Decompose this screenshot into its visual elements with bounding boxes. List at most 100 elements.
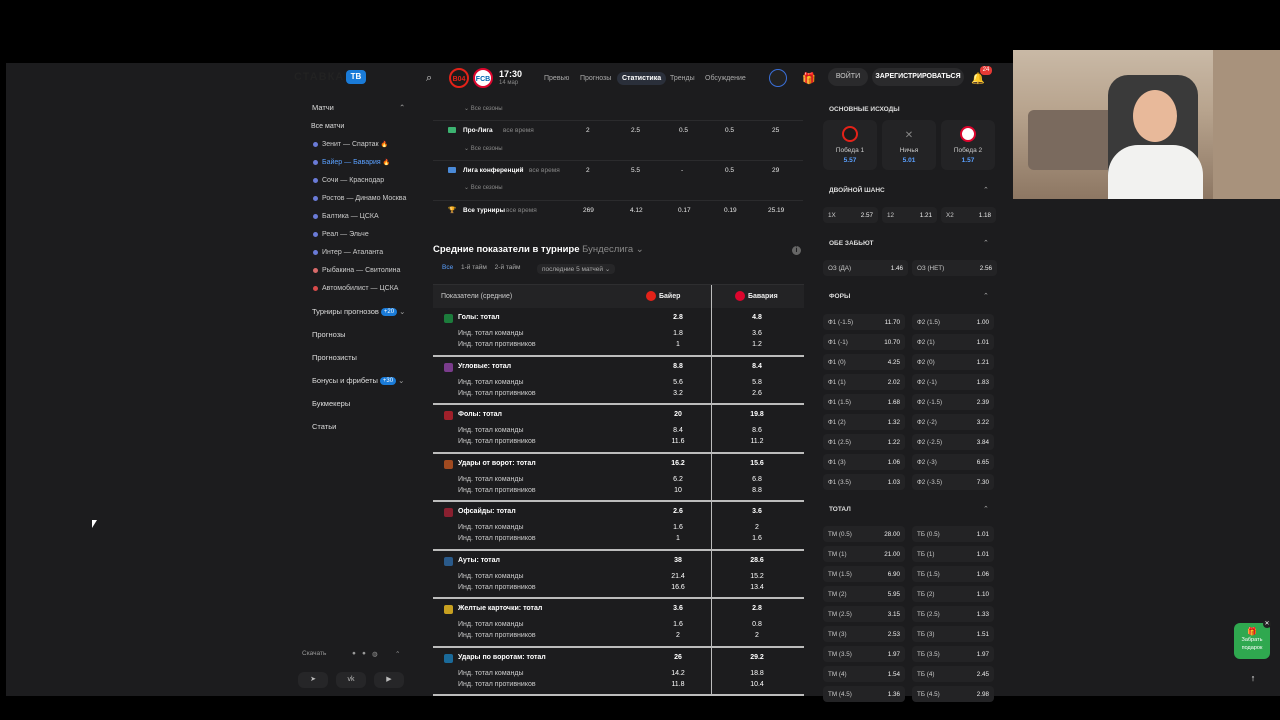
chevron-up-icon[interactable]: ⌃ <box>399 103 406 112</box>
odd-chip[interactable]: Ф2 (1.5) 1.00 <box>912 314 994 330</box>
odd-chip[interactable]: ТБ (4) 2.45 <box>912 666 994 682</box>
sidebar-item-match[interactable]: Ростов — Динамо Москва <box>313 195 406 202</box>
youtube-icon[interactable]: ▶ <box>374 672 404 688</box>
claim-gift-button[interactable]: 🎁 Забрать подарок <box>1234 623 1270 659</box>
tab-trends[interactable]: Тренды <box>670 75 695 82</box>
apple-icon[interactable]: ● <box>352 650 356 657</box>
odd-value: 3.22 <box>976 419 989 426</box>
sidebar-all-matches[interactable]: Все матчи <box>311 123 345 130</box>
sidebar-item-match[interactable]: Рыбакина — Свитолина <box>313 267 400 274</box>
search-icon[interactable]: ⌕ <box>426 72 433 84</box>
outcome-value: 5.01 <box>902 157 916 164</box>
sidebar-articles[interactable]: Статьи <box>312 422 337 431</box>
odd-chip[interactable]: Ф2 (-3) 6.65 <box>912 454 994 470</box>
scroll-top-icon[interactable]: ↑ <box>1243 668 1263 688</box>
odd-chip[interactable]: Ф1 (-1.5) 11.70 <box>823 314 905 330</box>
odd-chip[interactable]: ТМ (4) 1.54 <box>823 666 905 682</box>
register-button[interactable]: ЗАРЕГИСТРИРОВАТЬСЯ <box>872 68 964 86</box>
filter-dropdown[interactable]: последние 5 матчей ⌄ <box>537 264 616 274</box>
odd-chip[interactable]: ТМ (2.5) 3.15 <box>823 606 905 622</box>
odd-chip[interactable]: Ф1 (-1) 10.70 <box>823 334 905 350</box>
all-seasons-toggle[interactable]: ⌄ Все сезоны <box>464 185 503 191</box>
odd-chip[interactable]: Ф1 (0) 4.25 <box>823 354 905 370</box>
android-icon[interactable]: ● <box>362 650 366 657</box>
sidebar-bookmakers[interactable]: Букмекеры <box>312 399 351 408</box>
odd-chip[interactable]: ТБ (2) 1.10 <box>912 586 994 602</box>
login-button[interactable]: ВОЙТИ <box>828 68 868 86</box>
site-logo[interactable]: СТАВКА <box>294 71 345 83</box>
sidebar-forecasts[interactable]: Прогнозы <box>312 330 346 339</box>
sidebar-item-match[interactable]: Байер — Бавария 🔥 <box>313 159 390 166</box>
odd-chip[interactable]: ТБ (4.5) 2.98 <box>912 686 994 702</box>
odd-chip[interactable]: ОЗ (НЕТ) 2.56 <box>912 260 997 276</box>
chevron-up-icon[interactable]: ⌃ <box>983 506 989 513</box>
odd-chip[interactable]: Ф2 (-2) 3.22 <box>912 414 994 430</box>
odd-chip[interactable]: Ф2 (0) 1.21 <box>912 354 994 370</box>
odd-chip[interactable]: Ф2 (-2.5) 3.84 <box>912 434 994 450</box>
odd-chip[interactable]: Ф2 (1) 1.01 <box>912 334 994 350</box>
odd-chip[interactable]: ТМ (1.5) 6.90 <box>823 566 905 582</box>
tab-all[interactable]: Все <box>442 264 454 271</box>
odd-chip[interactable]: Ф1 (2) 1.32 <box>823 414 905 430</box>
theme-toggle-icon[interactable] <box>769 69 787 87</box>
odd-chip[interactable]: Ф1 (3) 1.06 <box>823 454 905 470</box>
vk-icon[interactable]: vk <box>336 672 366 688</box>
sidebar-forecasters[interactable]: Прогнозисты <box>312 353 357 362</box>
tab-statistics[interactable]: Статистика <box>617 72 667 85</box>
odd-chip[interactable]: ТБ (0.5) 1.01 <box>912 526 994 542</box>
tab-predictions[interactable]: Прогнозы <box>580 75 612 82</box>
sidebar-item-match[interactable]: Интер — Аталанта <box>313 249 383 256</box>
odd-chip[interactable]: ТБ (2.5) 1.33 <box>912 606 994 622</box>
info-icon[interactable]: i <box>792 246 801 255</box>
tab-discussion[interactable]: Обсуждение <box>705 75 746 82</box>
odd-chip[interactable]: Ф2 (-3.5) 7.30 <box>912 474 994 490</box>
bell-icon[interactable]: 🔔 <box>971 73 985 85</box>
chevron-up-icon[interactable]: ⌃ <box>983 293 989 300</box>
sidebar-item-match[interactable]: Балтика — ЦСКА <box>313 213 379 220</box>
sidebar-item-match[interactable]: Зенит — Спартак 🔥 <box>313 141 388 148</box>
tab-second-half[interactable]: 2-й тайм <box>494 264 521 271</box>
odd-chip[interactable]: ОЗ (ДА) 1.46 <box>823 260 908 276</box>
chevron-up-icon[interactable]: ⌃ <box>983 240 989 247</box>
all-seasons-toggle[interactable]: ⌄ Все сезоны <box>464 146 503 152</box>
all-seasons-toggle[interactable]: ⌄ Все сезоны <box>464 106 503 112</box>
tab-preview[interactable]: Превью <box>544 75 570 82</box>
odd-chip[interactable]: ТБ (3.5) 1.97 <box>912 646 994 662</box>
chevron-up-icon[interactable]: ⌃ <box>983 187 989 194</box>
odd-chip[interactable]: Ф1 (1) 2.02 <box>823 374 905 390</box>
odd-chip[interactable]: Ф1 (2.5) 1.22 <box>823 434 905 450</box>
sidebar-bonuses[interactable]: Бонусы и фрибеты +30 ⌄ <box>312 376 404 386</box>
odd-chip[interactable]: ТМ (3.5) 1.97 <box>823 646 905 662</box>
web-icon[interactable]: ◍ <box>372 651 378 658</box>
odd-chip[interactable]: ТМ (1) 21.00 <box>823 546 905 562</box>
odd-win2[interactable]: Победа 2 1.57 <box>941 120 995 170</box>
sidebar-item-match[interactable]: Реал — Эльче <box>313 231 369 238</box>
close-icon[interactable]: ✕ <box>1263 620 1271 628</box>
odd-chip[interactable]: Ф2 (-1.5) 2.39 <box>912 394 994 410</box>
odd-chip[interactable]: 1X 2.57 <box>823 207 878 223</box>
telegram-icon[interactable]: ➤ <box>298 672 328 688</box>
odd-chip[interactable]: ТМ (3) 2.53 <box>823 626 905 642</box>
odd-chip[interactable]: ТБ (1) 1.01 <box>912 546 994 562</box>
odd-chip[interactable]: X2 1.18 <box>941 207 996 223</box>
sidebar-item-match[interactable]: Сочи — Краснодар <box>313 177 384 184</box>
odd-chip[interactable]: Ф1 (3.5) 1.03 <box>823 474 905 490</box>
tab-first-half[interactable]: 1-й тайм <box>461 264 487 271</box>
odd-chip[interactable]: ТМ (0.5) 28.00 <box>823 526 905 542</box>
odd-chip[interactable]: ТМ (4.5) 1.36 <box>823 686 905 702</box>
odd-win1[interactable]: Победа 1 5.57 <box>823 120 877 170</box>
chevron-up-icon[interactable]: ⌃ <box>395 651 401 658</box>
odd-chip[interactable]: 12 1.21 <box>882 207 937 223</box>
odd-chip[interactable]: Ф1 (1.5) 1.68 <box>823 394 905 410</box>
sidebar-item-match[interactable]: Автомобилист — ЦСКА <box>313 285 398 292</box>
tournament-dropdown[interactable]: Бундеслига <box>582 244 634 255</box>
odd-draw[interactable]: ✕ Ничья 5.01 <box>882 120 936 170</box>
odd-chip[interactable]: ТБ (1.5) 1.06 <box>912 566 994 582</box>
odd-chip[interactable]: Ф2 (-1) 1.83 <box>912 374 994 390</box>
sidebar-matches-title[interactable]: Матчи <box>312 103 334 112</box>
odd-chip[interactable]: ТБ (3) 1.51 <box>912 626 994 642</box>
odd-chip[interactable]: ТМ (2) 5.95 <box>823 586 905 602</box>
gift-icon[interactable]: 🎁 <box>802 73 816 85</box>
chevron-down-icon[interactable]: ⌄ <box>633 244 644 255</box>
sidebar-tournaments[interactable]: Турниры прогнозов +20 ⌄ <box>312 307 405 317</box>
